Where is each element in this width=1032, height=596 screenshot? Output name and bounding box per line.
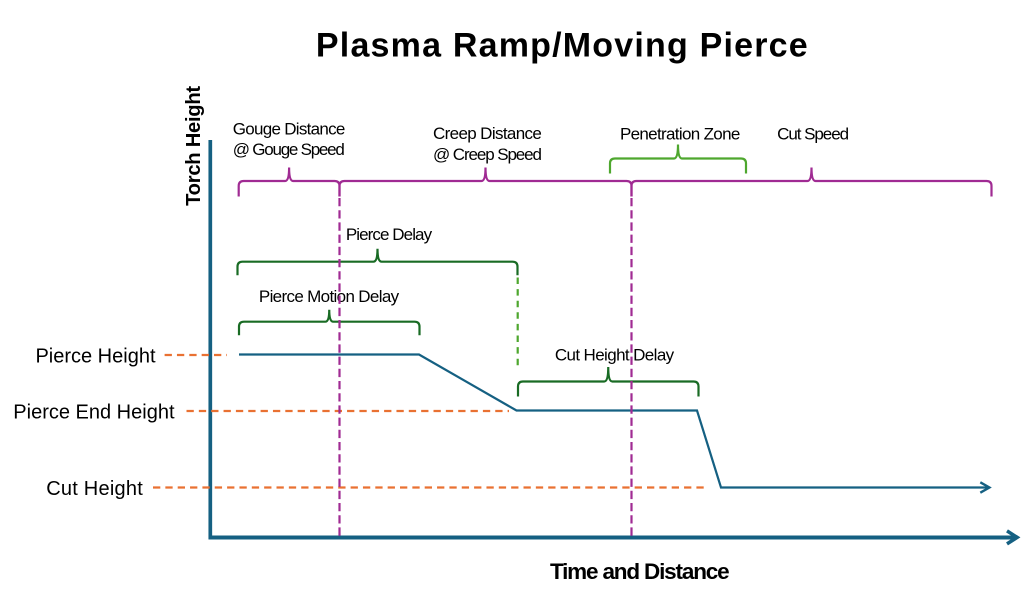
svg-text:Cut Height: Cut Height xyxy=(46,478,143,500)
svg-text:Torch Height: Torch Height xyxy=(183,86,205,206)
svg-text:Time and Distance: Time and Distance xyxy=(550,559,729,584)
svg-text:Cut Speed: Cut Speed xyxy=(777,125,848,144)
svg-text:@ Creep Speed: @ Creep Speed xyxy=(433,145,542,164)
svg-text:Plasma Ramp/Moving Pierce: Plasma Ramp/Moving Pierce xyxy=(316,27,809,65)
svg-text:Pierce Motion Delay: Pierce Motion Delay xyxy=(259,287,400,306)
svg-text:@ Gouge Speed: @ Gouge Speed xyxy=(233,140,345,159)
svg-text:Creep Distance: Creep Distance xyxy=(433,124,541,143)
svg-text:Pierce Delay: Pierce Delay xyxy=(346,225,433,244)
svg-text:Penetration Zone: Penetration Zone xyxy=(620,125,740,144)
svg-text:Pierce Height: Pierce Height xyxy=(35,345,156,367)
svg-text:Gouge Distance: Gouge Distance xyxy=(233,120,345,139)
svg-text:Pierce End Height: Pierce End Height xyxy=(13,402,175,424)
svg-text:Cut Height Delay: Cut Height Delay xyxy=(555,345,675,364)
